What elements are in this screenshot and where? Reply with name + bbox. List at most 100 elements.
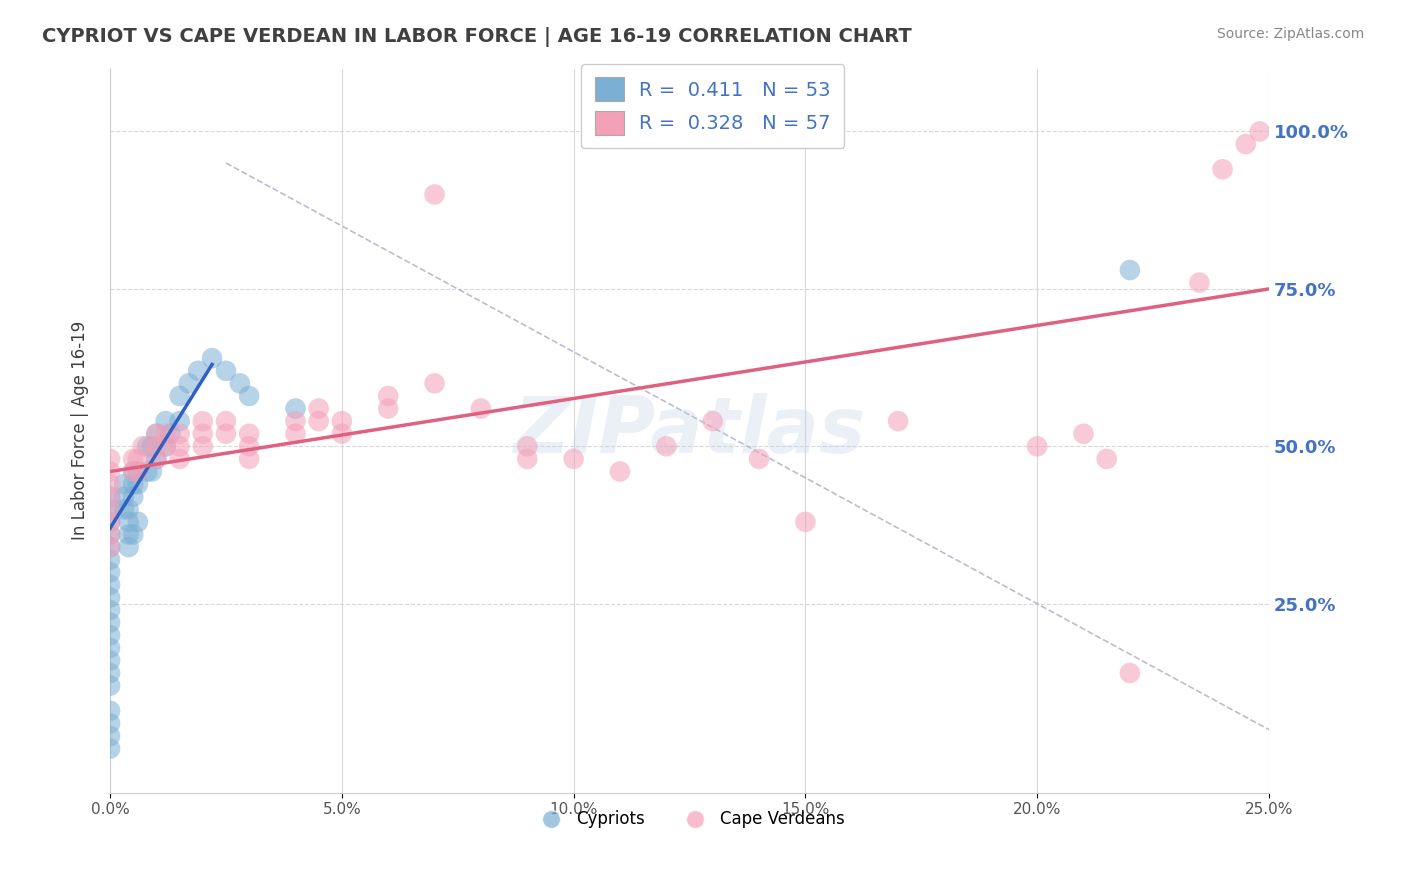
Point bbox=[145, 426, 167, 441]
Point bbox=[117, 502, 139, 516]
Point bbox=[122, 451, 145, 466]
Point bbox=[98, 552, 121, 566]
Point bbox=[516, 439, 538, 453]
Text: ZIPatlas: ZIPatlas bbox=[513, 392, 866, 468]
Point bbox=[112, 502, 135, 516]
Point bbox=[98, 566, 121, 580]
Point bbox=[145, 451, 167, 466]
Point bbox=[215, 426, 238, 441]
Point bbox=[887, 414, 910, 428]
Point bbox=[127, 451, 149, 466]
Point bbox=[1119, 263, 1142, 277]
Point bbox=[98, 465, 121, 479]
Point bbox=[177, 376, 200, 391]
Point bbox=[98, 653, 121, 667]
Point bbox=[169, 451, 191, 466]
Point bbox=[155, 426, 177, 441]
Y-axis label: In Labor Force | Age 16-19: In Labor Force | Age 16-19 bbox=[72, 321, 89, 541]
Point bbox=[284, 426, 307, 441]
Point bbox=[141, 439, 163, 453]
Point bbox=[330, 426, 353, 441]
Point bbox=[98, 540, 121, 554]
Point bbox=[145, 451, 167, 466]
Point bbox=[155, 439, 177, 453]
Point bbox=[98, 591, 121, 605]
Point bbox=[122, 465, 145, 479]
Point bbox=[1073, 426, 1095, 441]
Point bbox=[155, 414, 177, 428]
Point bbox=[159, 426, 181, 441]
Point bbox=[98, 477, 121, 491]
Point bbox=[98, 628, 121, 642]
Point bbox=[284, 401, 307, 416]
Point bbox=[122, 490, 145, 504]
Point bbox=[308, 414, 330, 428]
Point bbox=[98, 679, 121, 693]
Point bbox=[655, 439, 678, 453]
Point bbox=[98, 502, 121, 516]
Point bbox=[377, 401, 399, 416]
Point bbox=[229, 376, 252, 391]
Point bbox=[238, 451, 260, 466]
Point bbox=[191, 414, 214, 428]
Point bbox=[169, 426, 191, 441]
Point bbox=[423, 187, 446, 202]
Text: Source: ZipAtlas.com: Source: ZipAtlas.com bbox=[1216, 27, 1364, 41]
Point bbox=[98, 515, 121, 529]
Point bbox=[423, 376, 446, 391]
Point bbox=[330, 414, 353, 428]
Point bbox=[98, 716, 121, 731]
Point bbox=[98, 729, 121, 743]
Point bbox=[98, 603, 121, 617]
Point bbox=[1212, 162, 1234, 177]
Point bbox=[169, 389, 191, 403]
Text: CYPRIOT VS CAPE VERDEAN IN LABOR FORCE | AGE 16-19 CORRELATION CHART: CYPRIOT VS CAPE VERDEAN IN LABOR FORCE |… bbox=[42, 27, 912, 46]
Point bbox=[516, 451, 538, 466]
Point bbox=[1026, 439, 1049, 453]
Point bbox=[127, 465, 149, 479]
Point bbox=[284, 414, 307, 428]
Point bbox=[187, 364, 209, 378]
Point bbox=[1234, 137, 1257, 152]
Point bbox=[145, 439, 167, 453]
Point bbox=[238, 389, 260, 403]
Point bbox=[131, 439, 153, 453]
Point bbox=[112, 490, 135, 504]
Point bbox=[1249, 124, 1271, 138]
Point bbox=[127, 477, 149, 491]
Point bbox=[308, 401, 330, 416]
Point bbox=[98, 515, 121, 529]
Point bbox=[122, 527, 145, 541]
Point bbox=[98, 451, 121, 466]
Point bbox=[1119, 666, 1142, 681]
Point bbox=[215, 414, 238, 428]
Point bbox=[169, 414, 191, 428]
Point bbox=[470, 401, 492, 416]
Point bbox=[238, 439, 260, 453]
Point bbox=[191, 439, 214, 453]
Legend: Cypriots, Cape Verdeans: Cypriots, Cape Verdeans bbox=[527, 804, 851, 835]
Point bbox=[117, 540, 139, 554]
Point bbox=[141, 465, 163, 479]
Point bbox=[238, 426, 260, 441]
Point bbox=[127, 465, 149, 479]
Point bbox=[145, 426, 167, 441]
Point bbox=[562, 451, 585, 466]
Point bbox=[127, 515, 149, 529]
Point bbox=[609, 465, 631, 479]
Point bbox=[117, 515, 139, 529]
Point bbox=[215, 364, 238, 378]
Point bbox=[98, 490, 121, 504]
Point bbox=[136, 439, 159, 453]
Point bbox=[98, 578, 121, 592]
Point bbox=[98, 527, 121, 541]
Point bbox=[155, 439, 177, 453]
Point bbox=[112, 477, 135, 491]
Point bbox=[1095, 451, 1118, 466]
Point bbox=[702, 414, 724, 428]
Point bbox=[122, 477, 145, 491]
Point bbox=[98, 490, 121, 504]
Point bbox=[794, 515, 817, 529]
Point bbox=[98, 615, 121, 630]
Point bbox=[377, 389, 399, 403]
